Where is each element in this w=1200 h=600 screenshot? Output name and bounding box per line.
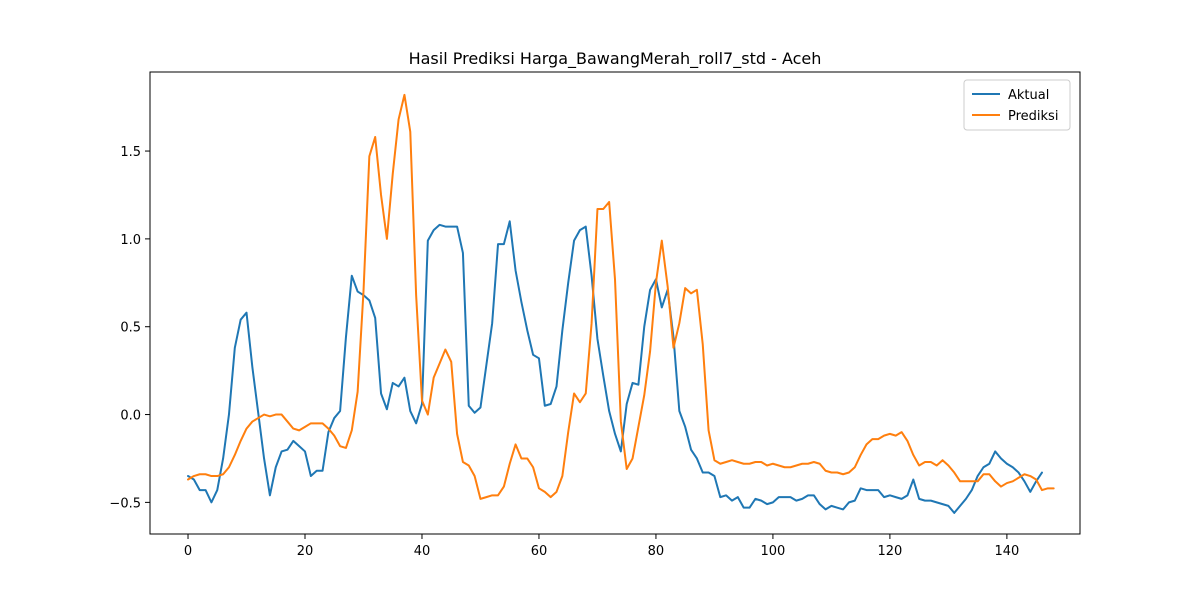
x-tick-label: 0 bbox=[184, 544, 192, 559]
y-tick-label: 0.5 bbox=[120, 321, 141, 336]
x-tick-label: 100 bbox=[761, 544, 786, 559]
y-tick-label: 1.0 bbox=[120, 233, 141, 248]
axes-frame bbox=[149, 71, 1081, 535]
x-tick-label: 140 bbox=[994, 544, 1019, 559]
legend-box bbox=[963, 79, 1071, 131]
x-tick-label: 80 bbox=[648, 544, 665, 559]
axes-layer: 0 20 40 60 80 100 120 140 −0.5 0.0 0.5 1.0 1.5 bbox=[109, 71, 1081, 559]
x-tick-label: 120 bbox=[877, 544, 902, 559]
legend: Aktual Prediksi bbox=[963, 79, 1071, 131]
chart-title: Hasil Prediksi Harga_BawangMerah_roll7_s… bbox=[409, 49, 822, 69]
x-tick-label: 60 bbox=[531, 544, 548, 559]
y-tick-label: 0.0 bbox=[120, 409, 141, 424]
series-line-prediksi bbox=[187, 93, 1055, 500]
series-layer bbox=[187, 93, 1055, 514]
x-tick-label: 20 bbox=[297, 544, 314, 559]
y-tick-label: −0.5 bbox=[109, 496, 141, 511]
x-tick-label: 40 bbox=[414, 544, 431, 559]
legend-label-aktual: Aktual bbox=[1008, 88, 1049, 103]
series-line-aktual bbox=[187, 220, 1043, 514]
y-tick-label: 1.5 bbox=[120, 145, 141, 160]
legend-label-prediksi: Prediksi bbox=[1008, 109, 1058, 124]
